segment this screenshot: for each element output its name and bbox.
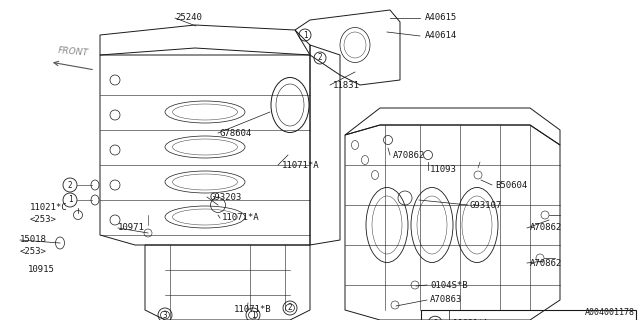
Text: 11071*B: 11071*B — [234, 306, 272, 315]
Text: 1: 1 — [251, 310, 255, 319]
Text: 10915: 10915 — [28, 266, 55, 275]
Text: 1: 1 — [433, 319, 437, 320]
Text: G78604: G78604 — [220, 129, 252, 138]
Text: A40615: A40615 — [425, 13, 457, 22]
Text: 11071*A: 11071*A — [222, 213, 260, 222]
Text: <253>: <253> — [30, 215, 57, 225]
Text: G93203: G93203 — [210, 193, 243, 202]
Text: A004001178: A004001178 — [585, 308, 635, 317]
Text: 0104S*B: 0104S*B — [430, 281, 468, 290]
Text: 3: 3 — [163, 310, 167, 319]
Text: 11093: 11093 — [430, 165, 457, 174]
Text: 1: 1 — [68, 196, 72, 204]
Text: 15018: 15018 — [20, 236, 47, 244]
Text: 1: 1 — [303, 30, 307, 39]
Text: 2: 2 — [317, 53, 323, 62]
Text: 25240: 25240 — [175, 13, 202, 22]
Text: 10971: 10971 — [118, 223, 145, 233]
Text: A70862: A70862 — [530, 259, 563, 268]
Text: 11021*C: 11021*C — [30, 204, 68, 212]
Text: FRONT: FRONT — [58, 46, 89, 58]
Text: 11021*A: 11021*A — [453, 319, 488, 320]
Text: 11071*A: 11071*A — [282, 161, 319, 170]
Bar — [421, 310, 636, 320]
Text: 11831: 11831 — [333, 81, 360, 90]
Text: A70862: A70862 — [530, 223, 563, 233]
Text: <253>: <253> — [20, 247, 47, 257]
Text: G93107: G93107 — [470, 201, 502, 210]
Text: A70863: A70863 — [430, 295, 462, 305]
Text: B50604: B50604 — [495, 180, 527, 189]
Text: A40614: A40614 — [425, 31, 457, 41]
Text: A70862: A70862 — [393, 150, 425, 159]
Text: 2: 2 — [288, 303, 292, 313]
Text: 2: 2 — [68, 180, 72, 189]
